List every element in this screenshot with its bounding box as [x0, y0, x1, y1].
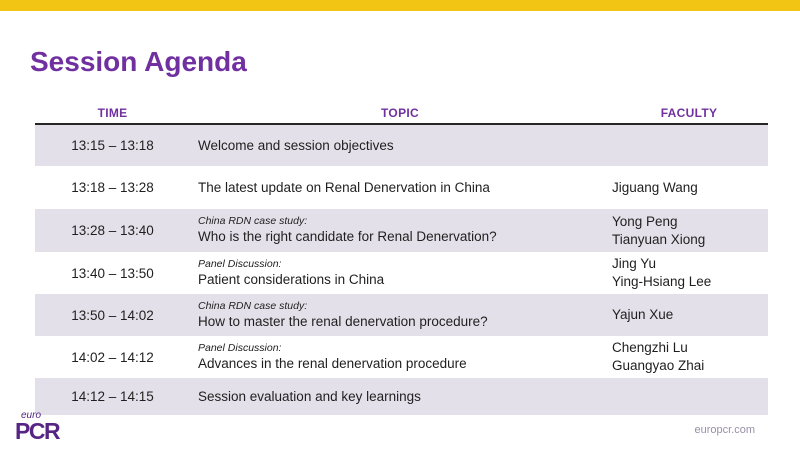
table-header-row: TIME TOPIC FACULTY: [35, 103, 768, 125]
logo-euro-text: euro: [21, 410, 42, 421]
footer-url: europcr.com: [694, 424, 755, 436]
table-row: 13:15 – 13:18 Welcome and session object…: [35, 125, 768, 166]
time-cell: 14:02 – 14:12: [71, 349, 154, 365]
time-cell: 13:15 – 13:18: [71, 138, 154, 153]
slide-title: Session Agenda: [30, 46, 247, 77]
table-row: 13:40 – 13:50 Panel Discussion: Patient …: [35, 252, 768, 294]
table-row: 14:12 – 14:15 Session evaluation and key…: [35, 378, 768, 415]
topic-text: Welcome and session objectives: [198, 137, 394, 153]
topic-cell: China RDN case study: Who is the right c…: [190, 215, 610, 246]
faculty-cell: Yong Peng Tianyuan Xiong: [610, 213, 768, 249]
topic-text: Advances in the renal denervation proced…: [198, 355, 467, 371]
faculty-name: Chengzhi Lu: [612, 340, 688, 355]
logo-pcr-text: PCR: [15, 418, 61, 444]
agenda-table: TIME TOPIC FACULTY 13:15 – 13:18 Welcome…: [35, 103, 768, 415]
table-row: 13:18 – 13:28 The latest update on Renal…: [35, 166, 768, 209]
time-cell: 13:28 – 13:40: [71, 223, 154, 238]
faculty-name: Guangyao Zhai: [612, 358, 705, 373]
topic-text: The latest update on Renal Denervation i…: [198, 179, 490, 195]
table-row: 13:28 – 13:40 China RDN case study: Who …: [35, 209, 768, 252]
time-cell: 13:40 – 13:50: [71, 265, 154, 281]
topic-text: Who is the right candidate for Renal Den…: [198, 229, 497, 244]
topic-cell: Session evaluation and key learnings: [190, 388, 610, 406]
topic-cell: Welcome and session objectives: [190, 137, 610, 155]
topic-cell: China RDN case study: How to master the …: [190, 300, 610, 331]
faculty-name: Yong Peng: [612, 213, 678, 229]
topic-kicker: China RDN case study:: [198, 215, 308, 227]
time-cell: 13:50 – 14:02: [71, 307, 154, 323]
column-header-time: TIME: [97, 106, 128, 120]
column-header-topic: TOPIC: [381, 106, 419, 120]
faculty-cell: Yajun Xue: [610, 306, 768, 324]
faculty-name: Yajun Xue: [612, 307, 674, 322]
time-cell: 13:18 – 13:28: [71, 180, 154, 195]
time-cell: 14:12 – 14:15: [71, 389, 154, 404]
topic-kicker: Panel Discussion:: [198, 257, 282, 270]
faculty-name: Tianyuan Xiong: [612, 231, 706, 247]
topic-cell: Panel Discussion: Advances in the renal …: [190, 342, 610, 373]
topic-text: Patient considerations in China: [198, 271, 385, 287]
faculty-cell: Jiguang Wang: [610, 179, 768, 197]
topic-cell: Panel Discussion: Patient considerations…: [190, 258, 610, 289]
europcr-logo: euro PCR: [15, 410, 61, 444]
topic-cell: The latest update on Renal Denervation i…: [190, 179, 610, 197]
faculty-cell: Jing Yu Ying-Hsiang Lee: [610, 255, 768, 291]
table-row: 13:50 – 14:02 China RDN case study: How …: [35, 294, 768, 336]
topic-text: Session evaluation and key learnings: [198, 388, 421, 404]
column-header-faculty: FACULTY: [660, 106, 718, 120]
faculty-name: Jiguang Wang: [612, 179, 698, 195]
faculty-name: Jing Yu: [612, 256, 657, 271]
faculty-cell: Chengzhi Lu Guangyao Zhai: [610, 339, 768, 375]
topic-text: How to master the renal denervation proc…: [198, 313, 488, 329]
faculty-name: Ying-Hsiang Lee: [612, 274, 712, 289]
table-row: 14:02 – 14:12 Panel Discussion: Advances…: [35, 336, 768, 378]
topic-kicker: Panel Discussion:: [198, 341, 282, 354]
top-accent-bar: [0, 0, 800, 11]
topic-kicker: China RDN case study:: [198, 299, 308, 312]
